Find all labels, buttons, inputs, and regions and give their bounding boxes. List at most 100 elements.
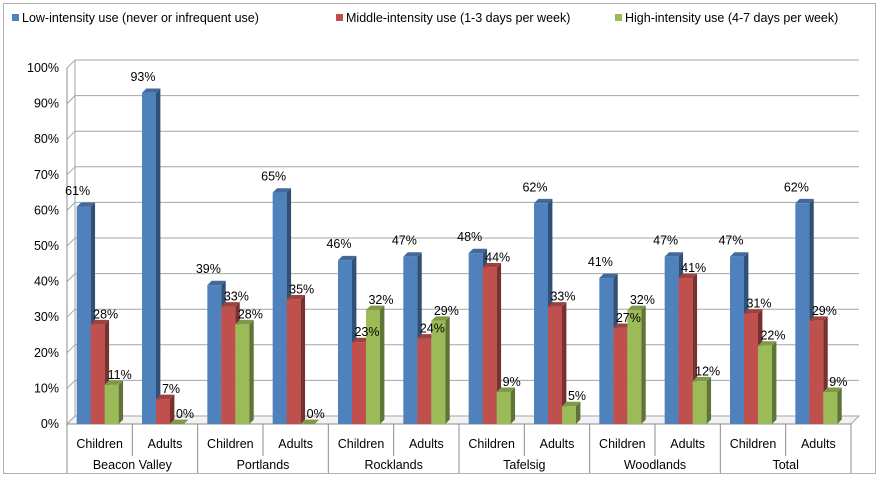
bar-face xyxy=(809,320,824,424)
bar xyxy=(142,88,161,425)
bar-top xyxy=(562,401,581,407)
data-label: 27% xyxy=(616,311,641,325)
bar-top xyxy=(548,302,567,307)
bar-side xyxy=(300,295,306,424)
data-label: 0% xyxy=(307,407,325,421)
x-tick-label: Children xyxy=(76,437,123,451)
bar xyxy=(562,401,581,424)
bar-face xyxy=(286,299,301,424)
bar-face xyxy=(272,192,287,424)
bar-top xyxy=(795,198,814,204)
gridline-side xyxy=(66,380,76,389)
bar-top xyxy=(366,305,385,311)
bar xyxy=(692,376,712,424)
group-label: Tafelsig xyxy=(503,458,545,472)
bar-side xyxy=(496,262,502,424)
bar-face xyxy=(221,306,236,424)
bar-top xyxy=(744,309,763,314)
bar-face xyxy=(417,338,432,424)
data-label: 62% xyxy=(784,180,809,194)
legend-label-2: Middle-intensity use (1-3 days per week) xyxy=(346,11,570,25)
x-tick-label: Children xyxy=(207,437,254,451)
data-label: 47% xyxy=(653,234,678,248)
bar-top xyxy=(272,188,292,193)
bar-face xyxy=(730,256,744,424)
bar-face xyxy=(548,306,562,424)
data-label: 41% xyxy=(681,261,706,275)
y-tick-label: 0% xyxy=(41,417,59,431)
data-label: 47% xyxy=(392,234,417,248)
gridline-side xyxy=(66,308,76,318)
bar xyxy=(170,419,189,424)
bar-face xyxy=(678,278,693,424)
data-label: 28% xyxy=(238,307,263,321)
x-tick-label: Children xyxy=(730,437,777,451)
bar xyxy=(366,305,385,424)
data-label: 41% xyxy=(588,255,613,269)
data-label: 29% xyxy=(434,304,459,318)
bar-top xyxy=(678,273,698,279)
bar xyxy=(235,319,254,424)
x-tick-label: Children xyxy=(468,437,515,451)
y-tick-label: 30% xyxy=(34,310,59,324)
bar-face xyxy=(235,324,250,424)
legend-label-1: Low-intensity use (never or infrequent u… xyxy=(22,11,259,25)
bar-face xyxy=(90,324,105,424)
bar-face xyxy=(562,406,576,424)
x-tick-label: Adults xyxy=(670,437,705,451)
bar-top xyxy=(417,334,436,339)
y-tick-label: 80% xyxy=(34,132,59,146)
bar-face xyxy=(207,285,222,424)
bar xyxy=(156,394,175,424)
bar-top xyxy=(235,319,254,325)
bar-side xyxy=(837,387,842,424)
y-tick-label: 90% xyxy=(34,97,59,111)
bar-top xyxy=(613,323,632,328)
bar-top xyxy=(221,302,240,307)
bar-top xyxy=(809,316,828,321)
data-label: 29% xyxy=(812,304,837,318)
bar-top xyxy=(286,295,306,300)
legend-swatch-2 xyxy=(336,14,343,21)
data-label: 35% xyxy=(289,282,314,296)
bar-top xyxy=(170,419,189,424)
bar-top xyxy=(599,273,618,279)
gridline-side xyxy=(66,202,76,211)
bar-side xyxy=(706,376,712,424)
bar-top xyxy=(496,387,516,392)
bar-side xyxy=(380,305,385,424)
bar-top xyxy=(207,280,226,286)
bar-side xyxy=(576,401,581,424)
data-label: 11% xyxy=(108,368,132,382)
bar-face xyxy=(823,391,838,424)
bar xyxy=(548,302,567,424)
bar-top xyxy=(156,394,175,400)
bar-face xyxy=(468,253,483,424)
bar-top xyxy=(758,341,777,346)
bar-face xyxy=(403,256,418,424)
data-labels: 61%28%11%93%7%0%39%33%28%65%35%0%46%23%3… xyxy=(65,70,847,421)
x-tick-label: Children xyxy=(338,437,385,451)
bar xyxy=(286,295,306,424)
bar-face xyxy=(758,345,772,424)
data-label: 5% xyxy=(568,389,586,403)
bar-top xyxy=(403,252,422,257)
bar-top xyxy=(90,319,110,325)
group-label: Rocklands xyxy=(364,458,422,472)
data-label: 44% xyxy=(485,250,510,264)
x-tick-label: Adults xyxy=(278,437,313,451)
bar-side xyxy=(249,319,254,424)
y-tick-label: 10% xyxy=(34,381,59,395)
bar-side xyxy=(510,387,516,424)
bar-side xyxy=(156,88,161,425)
bars xyxy=(76,88,842,425)
bar-top xyxy=(730,252,749,257)
bar-face xyxy=(599,278,614,424)
bar-side xyxy=(170,394,175,424)
bar-top xyxy=(468,248,488,254)
bar-face xyxy=(692,381,707,424)
bar-face xyxy=(613,327,628,424)
bar-face xyxy=(534,203,548,424)
bar-top xyxy=(76,202,96,207)
gridlines xyxy=(66,59,859,425)
